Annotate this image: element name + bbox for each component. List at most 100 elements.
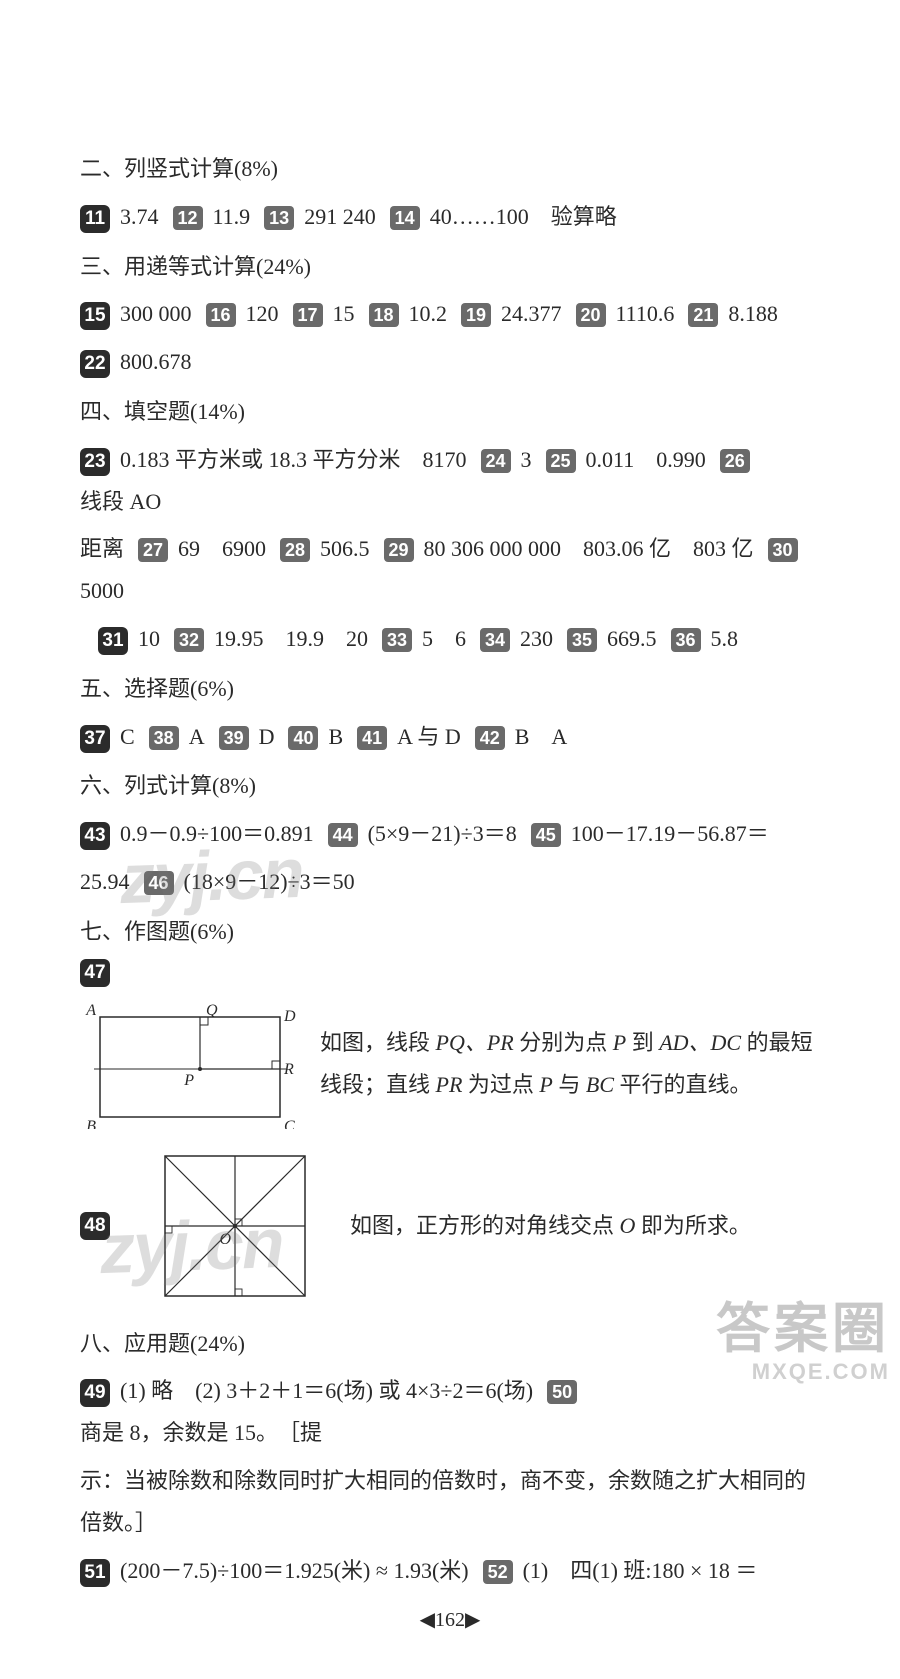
ans-28: 506.5	[320, 528, 370, 570]
num-18: 18	[369, 303, 399, 327]
ans-14: 40……100 验算略	[430, 196, 617, 238]
num-47: 47	[80, 959, 110, 987]
svg-text:P: P	[183, 1072, 194, 1089]
fig-47-caption: 如图，线段 PQ、PR 分别为点 P 到 AD、DC 的最短线段；直线 PR 为…	[320, 1022, 820, 1106]
ans-17: 15	[333, 293, 355, 335]
num-42: 42	[475, 726, 505, 750]
ans-23: 0.183 平方米或 18.3 平方分米 8170	[120, 439, 467, 481]
svg-text:B: B	[86, 1118, 96, 1129]
num-49: 49	[80, 1379, 110, 1407]
ans-19: 24.377	[501, 293, 562, 335]
num-39: 39	[219, 726, 249, 750]
num-16: 16	[206, 303, 236, 327]
ans-49: (1) 略 (2) 3＋2＋1＝6(场) 或 4×3÷2＝6(场)	[120, 1370, 533, 1412]
num-14: 14	[390, 206, 420, 230]
num-35: 35	[567, 628, 597, 652]
num-29: 29	[384, 538, 414, 562]
ans-27: 69 6900	[178, 528, 266, 570]
row-37-42: 37 C 38 A 39 D 40 B 41 A 与 D 42 B A	[80, 716, 820, 758]
ans-45: 100－17.19－56.87＝	[571, 813, 769, 855]
fig-48-row: 48 O 如图，正方形的对角线交点 O 即为所求。	[80, 1141, 820, 1311]
num-52: 52	[483, 1560, 513, 1584]
section-8-title: 八、应用题(24%)	[80, 1323, 820, 1365]
row-15-21: 15 300 000 16 120 17 15 18 10.2 19 24.37…	[80, 293, 820, 335]
fig-47-svg: ADBCPQR	[80, 999, 300, 1129]
ans-37: C	[120, 716, 135, 758]
num-45: 45	[531, 823, 561, 847]
ans-39: D	[259, 716, 275, 758]
num-38: 38	[149, 726, 179, 750]
row-23-26: 23 0.183 平方米或 18.3 平方分米 8170 24 3 25 0.0…	[80, 439, 820, 523]
num-32: 32	[174, 628, 204, 652]
section-4-title: 四、填空题(14%)	[80, 391, 820, 433]
fig-48-caption: 如图，正方形的对角线交点 O 即为所求。	[350, 1205, 820, 1247]
num-30: 30	[768, 538, 798, 562]
ans-25: 0.011 0.990	[586, 439, 706, 481]
fig-47-row: ADBCPQR 如图，线段 PQ、PR 分别为点 P 到 AD、DC 的最短线段…	[80, 999, 820, 1129]
svg-text:R: R	[283, 1061, 294, 1078]
svg-text:A: A	[85, 1002, 96, 1019]
num-33: 33	[382, 628, 412, 652]
fig-48-svg: O	[140, 1141, 330, 1311]
num-12: 12	[173, 206, 203, 230]
num-22: 22	[80, 350, 110, 378]
svg-text:O: O	[219, 1231, 231, 1248]
ans-38: A	[189, 716, 205, 758]
num-41: 41	[357, 726, 387, 750]
num-21: 21	[688, 303, 718, 327]
ans-44: (5×9－21)÷3＝8	[368, 813, 517, 855]
ans-16: 120	[246, 293, 279, 335]
num-44: 44	[328, 823, 358, 847]
ans-12: 11.9	[213, 196, 251, 238]
row-51-52: 51 (200－7.5)÷100＝1.925(米) ≈ 1.93(米) 52 (…	[80, 1550, 820, 1592]
ans-46: (18×9－12)÷3＝50	[184, 861, 355, 903]
num-51: 51	[80, 1559, 110, 1587]
ans-50b: 示：当被除数和除数同时扩大相同的倍数时，商不变，余数随之扩大相同的倍数。］	[80, 1460, 820, 1544]
num-37: 37	[80, 725, 110, 753]
num-28: 28	[280, 538, 310, 562]
num-13: 13	[264, 206, 294, 230]
ans-33: 5 6	[422, 618, 466, 660]
num-43: 43	[80, 822, 110, 850]
row-50b: 示：当被除数和除数同时扩大相同的倍数时，商不变，余数随之扩大相同的倍数。］	[80, 1460, 820, 1544]
ans-29: 80 306 000 000 803.06 亿 803 亿	[424, 528, 754, 570]
ans-43: 0.9－0.9÷100＝0.891	[120, 813, 314, 855]
ans-22: 800.678	[120, 341, 192, 383]
row-49-50: 49 (1) 略 (2) 3＋2＋1＝6(场) 或 4×3÷2＝6(场) 50 …	[80, 1370, 820, 1454]
ans-45b: 25.94	[80, 861, 130, 903]
section-2-title: 二、列竖式计算(8%)	[80, 148, 820, 190]
ans-26: 线段 AO	[80, 481, 161, 523]
num-31: 31	[98, 627, 128, 655]
row-31-36: 31 10 32 19.95 19.9 20 33 5 6 34 230 35 …	[80, 618, 820, 660]
ans-26b: 距离	[80, 528, 124, 570]
ans-21: 8.188	[728, 293, 778, 335]
num-27: 27	[138, 538, 168, 562]
ans-13: 291 240	[304, 196, 376, 238]
ans-30: 5000	[80, 570, 124, 612]
num-17: 17	[293, 303, 323, 327]
ans-32: 19.95 19.9 20	[214, 618, 368, 660]
num-11: 11	[80, 205, 110, 233]
num-24: 24	[481, 449, 511, 473]
row-45b-46: 25.94 46 (18×9－12)÷3＝50	[80, 861, 820, 903]
ans-36: 5.8	[711, 618, 739, 660]
section-7-title: 七、作图题(6%)	[80, 911, 820, 953]
page-content: 二、列竖式计算(8%) 11 3.74 12 11.9 13 291 240 1…	[0, 0, 900, 1679]
ans-35: 669.5	[607, 618, 657, 660]
svg-text:D: D	[283, 1008, 296, 1025]
ans-20: 1110.6	[616, 293, 675, 335]
num-50: 50	[547, 1380, 577, 1404]
num-46: 46	[144, 871, 174, 895]
row-47: 47	[80, 959, 820, 987]
num-26: 26	[720, 449, 750, 473]
row-11-14: 11 3.74 12 11.9 13 291 240 14 40……100 验算…	[80, 196, 820, 238]
num-20: 20	[576, 303, 606, 327]
ans-42: B A	[515, 716, 568, 758]
page-number: ◀162▶	[80, 1601, 820, 1639]
ans-34: 230	[520, 618, 553, 660]
ans-18: 10.2	[409, 293, 448, 335]
ans-50: 商是 8，余数是 15。 ［提	[80, 1412, 322, 1454]
ans-15: 300 000	[120, 293, 192, 335]
ans-31: 10	[138, 618, 160, 660]
num-36: 36	[671, 628, 701, 652]
